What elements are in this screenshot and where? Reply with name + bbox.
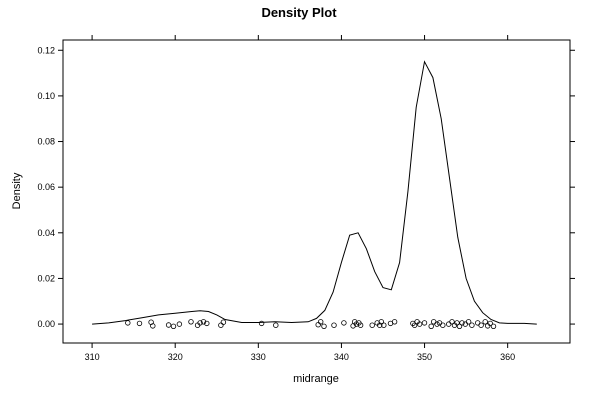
rug-point [465,319,472,325]
rug-point [377,322,383,328]
rug-point [446,321,452,327]
x-tick-label: 310 [85,352,100,362]
plot-frame [62,39,571,344]
rug-point [170,323,177,329]
rug-point [411,322,418,328]
rug-point [434,321,440,327]
y-tick-label: 0.02 [37,273,55,283]
rug-point [331,322,337,328]
y-tick-label: 0.00 [37,319,55,329]
density-curve [92,60,537,325]
x-axis: 310 320 330 340 350 360 [85,35,515,362]
rug-point [200,319,207,325]
rug-point [469,322,475,328]
y-tick-label: 0.08 [37,137,55,147]
rug-point [357,322,364,328]
y-tick-label: 0.10 [37,91,55,101]
rug-point [125,320,131,326]
rug-point [421,320,428,326]
y-axis-label: Density [11,172,23,209]
rug-point [391,319,398,325]
rug-point [258,320,265,327]
rug-point [318,319,324,325]
x-tick-label: 340 [334,352,349,362]
rug-point [321,323,327,329]
rug-point [341,320,347,326]
rug-point [273,322,279,328]
rug-point [490,323,497,329]
rug-point [315,322,321,328]
rug-point [176,321,183,327]
x-tick-label: 320 [168,352,183,362]
y-axis: 0.00 0.02 0.04 0.06 0.08 0.10 0.12 [37,45,575,329]
rug-point [197,320,203,326]
rug-point [456,323,463,329]
rug-point [428,323,434,329]
x-tick-label: 360 [500,352,515,362]
chart-title: Density Plot [261,5,337,20]
rug-point [378,319,384,325]
rug-point [459,320,465,326]
rug-point [165,322,172,328]
rug-point [369,322,375,328]
rug-point [218,322,224,328]
x-tick-label: 330 [251,352,266,362]
rug-point [416,321,423,327]
rug-point [431,319,437,325]
x-tick-label: 350 [417,352,432,362]
rug-point [487,320,493,327]
y-tick-label: 0.04 [37,228,55,238]
y-tick-label: 0.06 [37,182,55,192]
rug-point [150,323,156,329]
rug-point [478,322,484,328]
rug-point [482,319,488,325]
rug-point [381,322,387,328]
rug-point [220,319,227,325]
rug-point [204,320,210,327]
rug-points [125,319,497,329]
rug-point [136,320,143,327]
rug-point [449,319,455,325]
y-tick-label: 0.12 [37,45,55,55]
x-axis-label: midrange [293,373,339,385]
rug-point [440,322,446,328]
rug-point [188,319,194,325]
